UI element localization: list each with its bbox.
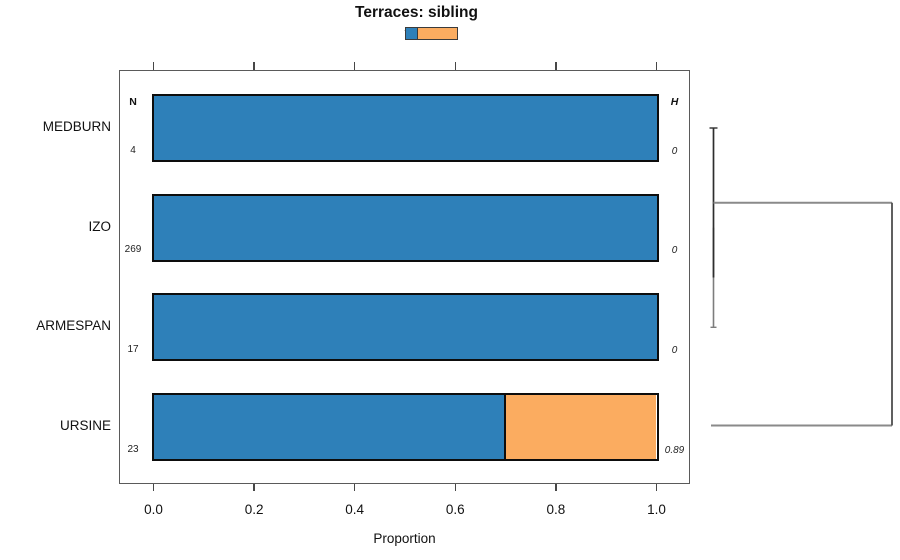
axis-tick-label: 1.0 (647, 502, 666, 517)
n-column-header: N (129, 96, 137, 108)
axis-tick-top (555, 62, 557, 70)
bar-segment-riser-ursine (503, 395, 657, 459)
bar-medburn (151, 94, 659, 162)
bar-izo (151, 193, 659, 262)
category-label-medburn: MEDBURN (42, 119, 111, 134)
bar-ursine (151, 393, 659, 461)
axis-tick-label: 0.4 (345, 502, 365, 517)
n-value-medburn: 4 (130, 144, 136, 156)
axis-tick-top (152, 62, 155, 70)
x-axis-label: Proportion (373, 531, 436, 546)
category-label-armespan: ARMESPAN (36, 318, 111, 334)
n-value-armespan: 17 (127, 343, 139, 355)
axis-tick-label: 0.0 (144, 502, 163, 517)
axis-tick-top (454, 62, 457, 70)
axis-tick-bottom (555, 483, 557, 491)
h-value-armespan: 0 (671, 344, 678, 356)
legend: TreadRiser (119, 25, 690, 42)
axis-tick-label: 0.8 (546, 502, 566, 517)
bar-segment-tread-izo (153, 195, 657, 260)
axis-tick-label: 0.6 (445, 502, 465, 517)
axis-tick-bottom (353, 483, 356, 491)
n-value-ursine: 23 (127, 443, 139, 455)
bar-armespan (151, 293, 659, 362)
axis-tick-top (655, 62, 658, 70)
axis-tick-top (353, 62, 356, 70)
axis-tick-bottom (152, 483, 155, 491)
category-label-ursine: URSINE (59, 418, 111, 433)
h-value-izo: 0 (671, 245, 678, 257)
axis-tick-top (253, 62, 255, 70)
legend-swatch-riser (417, 27, 458, 40)
bar-segment-tread-armespan (153, 295, 657, 360)
axis-tick-bottom (655, 483, 658, 491)
h-value-ursine: 0.89 (664, 444, 685, 456)
axis-tick-bottom (454, 483, 457, 491)
h-value-medburn: 0 (671, 145, 678, 157)
n-value-izo: 269 (124, 244, 142, 256)
bar-segment-tread-ursine (153, 395, 504, 459)
axis-tick-label: 0.2 (244, 502, 264, 517)
plot-border (119, 69, 690, 484)
bar-segment-tread-medburn (153, 96, 657, 160)
category-label-izo: IZO (88, 218, 112, 234)
chart-title: Terraces: sibling (355, 4, 478, 21)
axis-tick-bottom (253, 483, 255, 491)
h-column-header: H (670, 96, 679, 108)
